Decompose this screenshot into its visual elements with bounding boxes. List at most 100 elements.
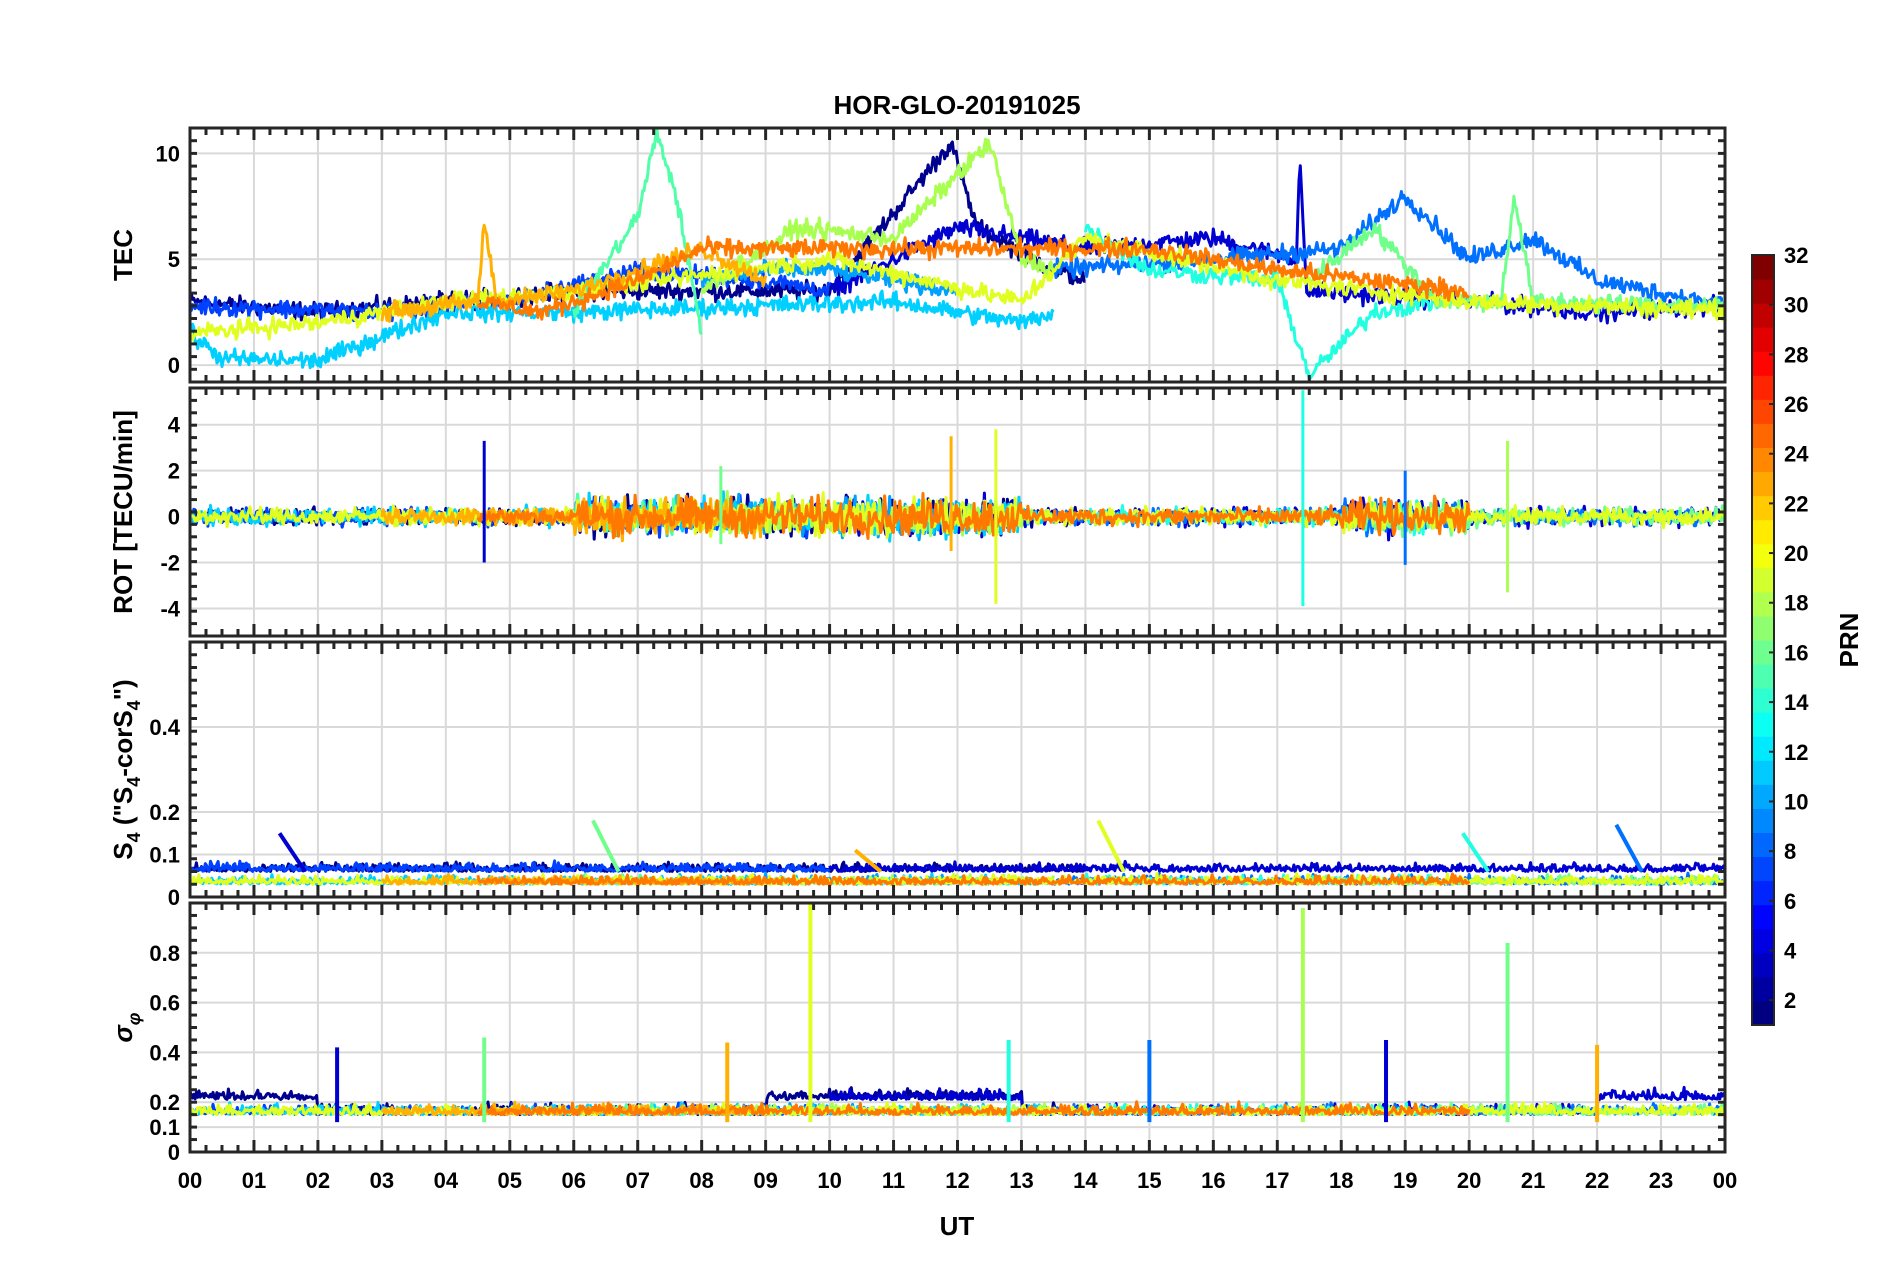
- x-tick-label: 12: [945, 1168, 969, 1193]
- colorbar-segment: [1752, 447, 1774, 473]
- colorbar-segment: [1752, 808, 1774, 833]
- colorbar-tick-label: 6: [1784, 889, 1796, 914]
- x-tick-label: 13: [1009, 1168, 1033, 1193]
- colorbar-segment: [1752, 495, 1774, 521]
- s4-decay: [277, 832, 307, 873]
- series-group: [190, 819, 1725, 886]
- y-axis-label-part: ("S: [108, 787, 138, 833]
- series-group: [190, 390, 1725, 607]
- x-tick-label: 20: [1457, 1168, 1481, 1193]
- colorbar-tick-label: 28: [1784, 342, 1808, 367]
- y-tick-label: 0.1: [149, 1115, 180, 1140]
- series-line-prn-24: [476, 872, 1471, 886]
- y-tick-label: 0.2: [149, 800, 180, 825]
- y-tick-label: 0: [168, 505, 180, 530]
- x-tick-label: 01: [242, 1168, 266, 1193]
- series-line-prn-16: [1308, 194, 1725, 316]
- colorbar-segment: [1752, 928, 1774, 954]
- colorbar-tick-label: 24: [1784, 442, 1809, 467]
- colorbar-segment: [1752, 712, 1774, 737]
- chart-title: HOR-GLO-20191025: [833, 90, 1080, 120]
- y-tick-label: 0.1: [149, 843, 180, 868]
- series-line-prn-12: [190, 289, 1055, 370]
- y-axis-label: σφ: [108, 1012, 144, 1042]
- y-tick-label: 0.4: [149, 715, 180, 740]
- x-tick-label: 07: [625, 1168, 649, 1193]
- series-line-prn-15: [572, 128, 703, 336]
- x-tick-label: 14: [1073, 1168, 1098, 1193]
- y-tick-label: 2: [168, 459, 180, 484]
- x-axis-label: UT: [940, 1211, 975, 1241]
- colorbar-segment: [1752, 279, 1774, 304]
- y-tick-label: 0.8: [149, 941, 180, 966]
- colorbar-segment: [1752, 736, 1774, 761]
- y-tick-label: -4: [160, 596, 180, 621]
- x-tick-label: 02: [306, 1168, 330, 1193]
- x-tick-label: 17: [1265, 1168, 1289, 1193]
- colorbar-label: PRN: [1834, 613, 1864, 668]
- y-axis-label: ROT [TECU/min]: [108, 410, 138, 614]
- colorbar-tick-label: 2: [1784, 988, 1796, 1013]
- series-group: [190, 128, 1725, 382]
- colorbar-segment: [1752, 303, 1774, 328]
- y-axis-label-part: 4: [124, 777, 144, 787]
- colorbar-tick-label: 8: [1784, 839, 1796, 864]
- panel-rot: -4 -2 0 2 4 ROT [TECU/min]: [108, 386, 1727, 638]
- x-tick-label: 16: [1201, 1168, 1225, 1193]
- panel-s4: 00.10.20.4S4 ("S4-corS4"): [108, 640, 1727, 910]
- colorbar-segment: [1752, 1000, 1774, 1026]
- s4-decay: [1461, 832, 1491, 873]
- colorbar-tick-label: 18: [1784, 591, 1808, 616]
- colorbar-tick-label: 20: [1784, 541, 1808, 566]
- colorbar-segment: [1752, 904, 1774, 930]
- x-tick-label: 19: [1393, 1168, 1417, 1193]
- colorbar-tick-label: 30: [1784, 293, 1808, 318]
- colorbar-tick-label: 14: [1784, 690, 1809, 715]
- x-tick-label: 09: [753, 1168, 777, 1193]
- x-tick-label: 18: [1329, 1168, 1353, 1193]
- colorbar-tick-label: 12: [1784, 740, 1808, 765]
- colorbar-segment: [1752, 760, 1774, 785]
- y-tick-label: 0: [168, 1140, 180, 1165]
- y-tick-label: 0.2: [149, 1090, 180, 1115]
- colorbar-segment: [1752, 784, 1774, 809]
- y-tick-label: 0: [168, 353, 180, 378]
- x-tick-label: 22: [1585, 1168, 1609, 1193]
- colorbar-segment: [1752, 976, 1774, 1002]
- x-tick-label: 04: [434, 1168, 459, 1193]
- colorbar-segment: [1752, 640, 1774, 665]
- colorbar-segment: [1752, 399, 1774, 424]
- colorbar-tick-label: 16: [1784, 640, 1808, 665]
- y-tick-label: 4: [168, 413, 181, 438]
- x-tick-label: 10: [817, 1168, 841, 1193]
- colorbar-segment: [1752, 471, 1774, 497]
- x-tick-label: 03: [370, 1168, 394, 1193]
- y-axis-label-part: 4: [124, 832, 144, 842]
- y-tick-label: 5: [168, 247, 180, 272]
- x-tick-label: 05: [498, 1168, 522, 1193]
- panel-sigma: 00.10.2 0.4 0.6 0.8 σφ 00 01 02 03 04 05 06 07 08 09 10…: [108, 901, 1737, 1193]
- s4-decay: [1614, 823, 1644, 873]
- x-tick-label: 00: [1713, 1168, 1737, 1193]
- y-axis-label-part: φ: [124, 1012, 144, 1025]
- x-tick-label: 23: [1649, 1168, 1673, 1193]
- colorbar-segment: [1752, 519, 1774, 545]
- y-axis-label-part: "): [108, 679, 138, 700]
- colorbar-tick-label: 22: [1784, 491, 1808, 516]
- colorbar-segment: [1752, 423, 1774, 448]
- colorbar-segment: [1752, 664, 1774, 689]
- s4-decay: [853, 848, 883, 874]
- x-tick-label: 15: [1137, 1168, 1161, 1193]
- x-tick-label: 00: [178, 1168, 202, 1193]
- y-axis-label-part: 4: [124, 700, 144, 710]
- colorbar-segment: [1752, 688, 1774, 713]
- y-axis-label: S4 ("S4-corS4"): [108, 679, 144, 859]
- x-tick-label: 21: [1521, 1168, 1545, 1193]
- colorbar-tick-label: 32: [1784, 243, 1808, 268]
- y-axis-label-part: S: [108, 842, 138, 859]
- colorbar-segment: [1752, 615, 1774, 641]
- x-tick-label: 08: [689, 1168, 713, 1193]
- y-axis-label-part: σ: [108, 1023, 138, 1042]
